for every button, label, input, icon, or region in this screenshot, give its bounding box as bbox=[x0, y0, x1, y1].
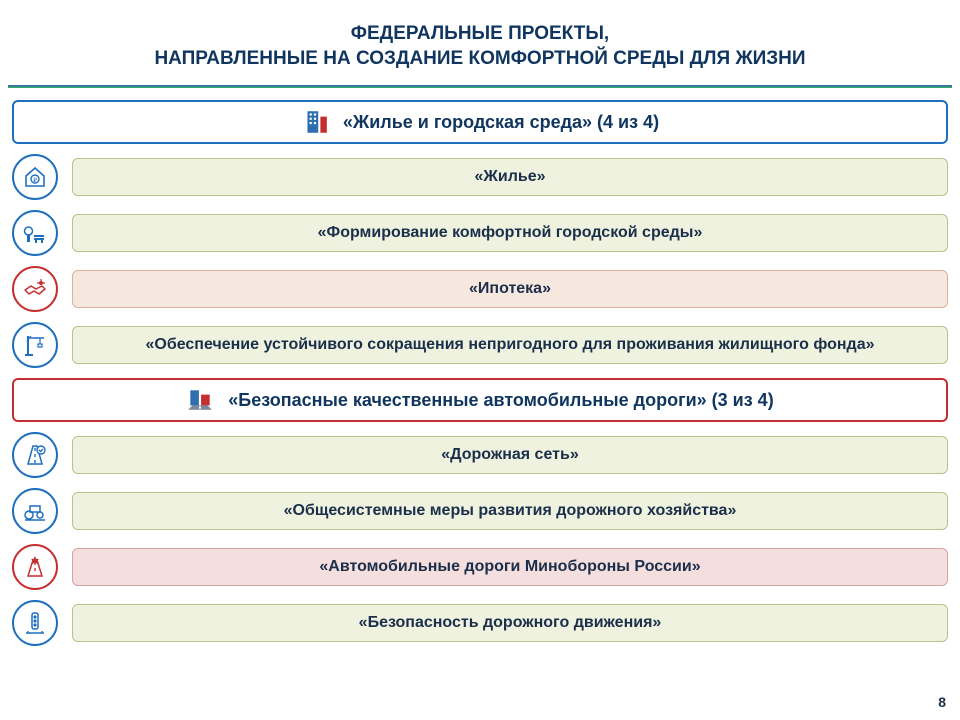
project-label: «Автомобильные дороги Минобороны России» bbox=[72, 548, 948, 586]
project-label: «Формирование комфортной городской среды… bbox=[72, 214, 948, 252]
city-road-icon bbox=[186, 386, 214, 414]
handshake-icon bbox=[12, 266, 58, 312]
traffic-light-icon bbox=[12, 600, 58, 646]
project-label: «Безопасность дорожного движения» bbox=[72, 604, 948, 642]
project-row: «Дорожная сеть» bbox=[12, 432, 948, 478]
project-row: «Жилье» bbox=[12, 154, 948, 200]
project-label: «Жилье» bbox=[72, 158, 948, 196]
crane-icon bbox=[12, 322, 58, 368]
page-title: ФЕДЕРАЛЬНЫЕ ПРОЕКТЫ, НАПРАВЛЕННЫЕ НА СОЗ… bbox=[0, 0, 960, 85]
road-check-icon bbox=[12, 432, 58, 478]
project-row: «Автомобильные дороги Минобороны России» bbox=[12, 544, 948, 590]
building-icon bbox=[301, 108, 329, 136]
park-icon bbox=[12, 210, 58, 256]
section-header: «Безопасные качественные автомобильные д… bbox=[12, 378, 948, 422]
title-line-2: НАПРАВЛЕННЫЕ НА СОЗДАНИЕ КОМФОРТНОЙ СРЕД… bbox=[20, 47, 940, 72]
project-label: «Ипотека» bbox=[72, 270, 948, 308]
section-header-label: «Безопасные качественные автомобильные д… bbox=[228, 390, 773, 411]
project-row: «Формирование комфортной городской среды… bbox=[12, 210, 948, 256]
project-label: «Дорожная сеть» bbox=[72, 436, 948, 474]
section-header: «Жилье и городская среда» (4 из 4) bbox=[12, 100, 948, 144]
content-region: «Жилье и городская среда» (4 из 4) «Жилье… bbox=[0, 100, 960, 646]
house-ruble-icon bbox=[12, 154, 58, 200]
project-row: «Обеспечение устойчивого сокращения непр… bbox=[12, 322, 948, 368]
title-divider bbox=[8, 85, 952, 88]
road-roller-icon bbox=[12, 488, 58, 534]
page-number: 8 bbox=[938, 694, 946, 710]
section-header-label: «Жилье и городская среда» (4 из 4) bbox=[343, 112, 659, 133]
project-row: «Безопасность дорожного движения» bbox=[12, 600, 948, 646]
military-road-icon bbox=[12, 544, 58, 590]
project-label: «Обеспечение устойчивого сокращения непр… bbox=[72, 326, 948, 364]
title-line-1: ФЕДЕРАЛЬНЫЕ ПРОЕКТЫ, bbox=[20, 22, 940, 47]
project-label: «Общесистемные меры развития дорожного х… bbox=[72, 492, 948, 530]
project-row: «Общесистемные меры развития дорожного х… bbox=[12, 488, 948, 534]
project-row: «Ипотека» bbox=[12, 266, 948, 312]
